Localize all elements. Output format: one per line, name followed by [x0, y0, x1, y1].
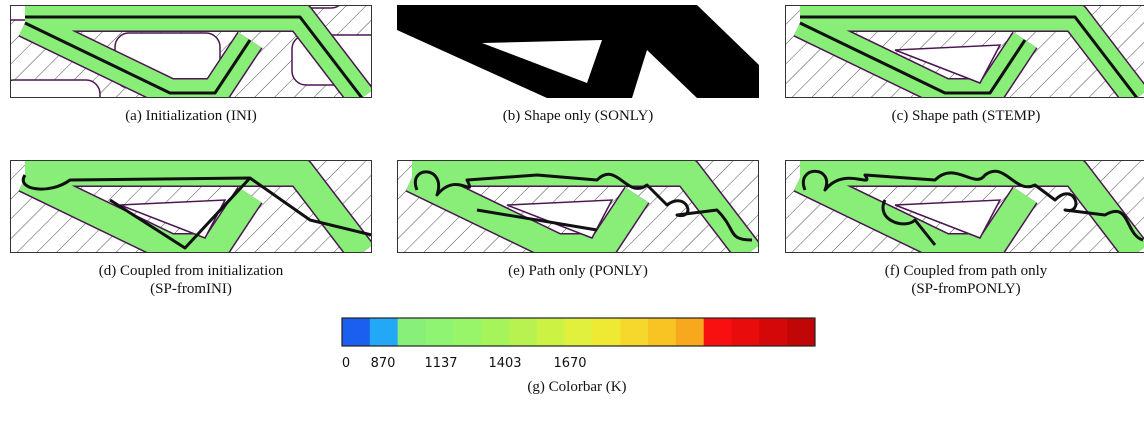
tool-path — [801, 169, 1144, 246]
tool-path — [799, 15, 1139, 98]
tool-path — [413, 170, 753, 242]
colorbar-tick-label: 1403 — [488, 356, 521, 371]
caption: (g) Colorbar (K) — [527, 379, 626, 395]
caption: (d) Coupled from initialization — [99, 263, 284, 279]
colorbar-segment — [703, 318, 733, 346]
void — [10, 79, 101, 98]
colorbar-segment — [731, 318, 760, 346]
colorbar-segment — [648, 318, 677, 346]
panel-image — [397, 5, 759, 98]
colorbar-segment — [759, 318, 788, 346]
colorbar-segment — [620, 318, 649, 346]
panel-image — [785, 160, 1144, 253]
colorbar-segment — [342, 318, 371, 346]
colorbar-segment — [369, 318, 399, 346]
colorbar-tick-label: 0 — [342, 356, 350, 371]
panel-image — [10, 5, 372, 98]
colorbar-segment — [425, 318, 454, 346]
colorbar-segment — [787, 318, 816, 346]
panel-image — [397, 160, 759, 253]
panel-image — [10, 160, 372, 253]
caption: (SP-fromINI) — [150, 281, 232, 297]
hole — [482, 40, 602, 83]
colorbar-segment — [508, 318, 538, 346]
tool-path — [21, 174, 372, 250]
caption: (b) Shape only (SONLY) — [503, 108, 654, 124]
colorbar-segment — [453, 318, 482, 346]
colorbar-segment — [675, 318, 705, 346]
colorbar-segment — [536, 318, 566, 346]
hole — [894, 199, 1002, 239]
tool-path — [24, 15, 364, 98]
colorbar-segment — [397, 318, 426, 346]
colorbar-frame — [341, 317, 816, 347]
colorbar-tick-label: 1137 — [424, 356, 457, 371]
caption: (e) Path only (PONLY) — [508, 263, 648, 279]
hole — [119, 199, 227, 239]
heat-band — [794, 160, 1144, 253]
colorbar-segment — [481, 318, 510, 346]
caption: (f) Coupled from path only — [885, 263, 1048, 279]
colorbar-tick-label: 870 — [371, 356, 396, 371]
hole — [894, 44, 1002, 84]
heat-band — [19, 160, 372, 253]
colorbar-tick-label: 1670 — [553, 356, 586, 371]
caption: (a) Initialization (INI) — [125, 108, 257, 124]
caption: (c) Shape path (STEMP) — [892, 108, 1041, 124]
colorbar-segment — [564, 318, 593, 346]
panel-image — [785, 5, 1144, 98]
colorbar-segment — [592, 318, 621, 346]
caption: (SP-fromPONLY) — [911, 281, 1020, 297]
